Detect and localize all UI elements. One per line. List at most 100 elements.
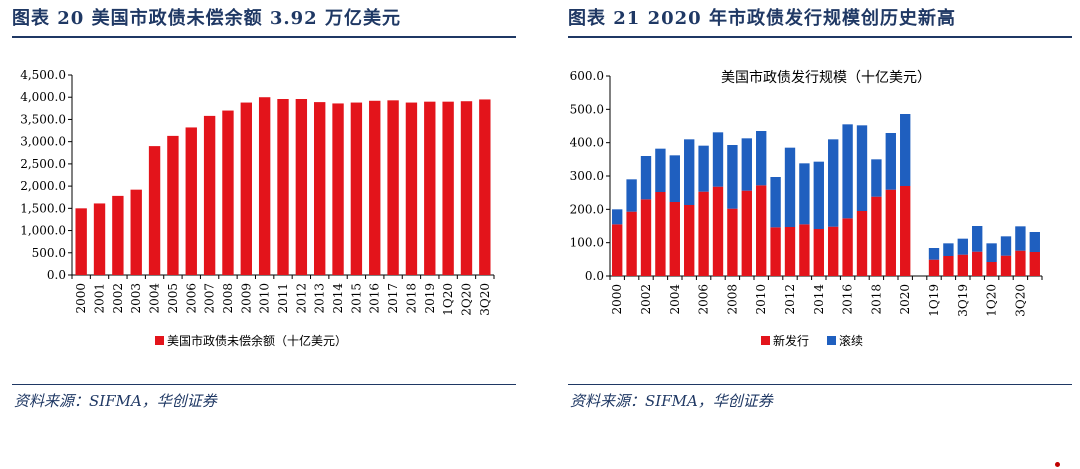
bar-a	[112, 195, 124, 275]
x-tick-label: 1Q20	[985, 284, 999, 317]
bar-a	[424, 101, 436, 275]
bar-b	[871, 159, 882, 197]
chart-panel-issuance: 图表 21 2020 年市政债发行规模创历史新高 0.0 100.0 200.0 30…	[556, 0, 1072, 469]
bar-a	[148, 146, 161, 275]
bar-a	[828, 226, 839, 276]
x-tick-label: 3Q19	[956, 284, 970, 317]
bar-a	[842, 218, 853, 276]
y-tick-label: 400.0	[570, 136, 604, 150]
y-tick-label: 500.0	[570, 102, 604, 116]
x-tick-label: 2Q20	[459, 283, 473, 316]
bar-a	[640, 199, 652, 276]
x-tick-label: 2004	[668, 284, 682, 315]
bar-a	[626, 211, 637, 276]
source-note: 资料来源：SIFMA，华创证券	[14, 392, 217, 410]
bar-a	[369, 100, 381, 276]
bar-b	[684, 139, 695, 205]
x-tick-label: 2012	[783, 284, 797, 315]
legend-label: 滚续	[839, 333, 863, 348]
bar-a	[799, 224, 810, 276]
bar-b	[1000, 236, 1012, 256]
x-tick-label: 2010	[258, 283, 272, 314]
legend-swatch	[761, 336, 770, 345]
bar-b	[813, 161, 824, 229]
x-tick-label: 2006	[184, 283, 198, 314]
title-divider	[12, 36, 516, 38]
x-tick-label: 2002	[111, 283, 125, 314]
bar-a	[387, 100, 399, 275]
bar-a	[1000, 255, 1012, 276]
y-tick-label: 2,000.0	[20, 179, 66, 193]
bar-b	[943, 243, 954, 256]
bar-a	[332, 103, 344, 275]
bar-b	[741, 138, 752, 191]
bar-b	[698, 145, 709, 192]
bar-b	[784, 147, 796, 227]
bar-a	[1015, 250, 1026, 276]
x-tick-label: 2002	[639, 284, 653, 315]
bar-b	[770, 177, 781, 228]
source-divider	[12, 384, 516, 385]
bar-a	[684, 205, 695, 276]
title-divider	[568, 36, 1072, 38]
x-tick-label: 2001	[93, 283, 107, 314]
y-tick-label: 600.0	[570, 69, 604, 83]
x-tick-label: 2019	[423, 283, 437, 314]
bar-b	[1015, 226, 1026, 251]
bar-a	[460, 101, 473, 275]
x-tick-label: 2014	[331, 283, 345, 314]
bar-a	[130, 189, 142, 275]
x-tick-label: 2008	[221, 283, 235, 314]
bar-b	[727, 145, 738, 209]
chart-inner-title: 美国市政债发行规模（十亿美元）	[721, 69, 931, 86]
bar-b	[655, 148, 666, 192]
bar-a	[986, 262, 997, 276]
bar-a	[756, 185, 767, 276]
bar-a	[712, 186, 724, 276]
x-tick-label: 2017	[386, 283, 400, 314]
chart-outstanding: 0.0 500.0 1,000.0 1,500.0 2,000.0 2,500.0 3,00…	[20, 68, 495, 348]
legend-swatch	[827, 336, 836, 345]
bar-a	[972, 251, 983, 276]
chart-issuance: 0.0 100.0 200.0 300.0 400.0 500.0 600.0 2000 200…	[570, 69, 1043, 348]
y-tick-label: 0.0	[585, 269, 604, 283]
bar-a	[928, 259, 940, 276]
x-tick-label: 1Q20	[441, 283, 455, 316]
y-tick-label: 300.0	[570, 169, 604, 183]
bar-b	[640, 156, 652, 200]
bar-a	[442, 101, 454, 275]
bar-a	[405, 102, 418, 275]
y-tick-label: 3,000.0	[20, 135, 66, 149]
bar-a	[1029, 252, 1040, 276]
bar-a	[295, 99, 308, 275]
x-tick-label: 2014	[812, 284, 826, 315]
bar-b	[626, 179, 637, 212]
x-tick-label: 2012	[294, 283, 308, 314]
x-tick-label: 2000	[610, 284, 624, 315]
y-tick-label: 4,000.0	[20, 90, 66, 104]
x-tick-label: 2020	[898, 284, 912, 315]
bar-b	[972, 226, 983, 252]
bar-a	[350, 102, 363, 275]
y-tick-label: 3,500.0	[20, 112, 66, 126]
bar-a	[240, 102, 252, 275]
x-tick-label: 2016	[368, 283, 382, 314]
x-tick-label: 2008	[725, 284, 739, 315]
bar-a	[698, 191, 709, 276]
page-corner-dot	[1055, 462, 1060, 467]
x-tick-label: 2005	[166, 283, 180, 314]
x-tick-label: 2009	[239, 283, 253, 314]
chart-title: 图表 21 2020 年市政债发行规模创历史新高	[568, 8, 956, 29]
y-tick-label: 4,500.0	[20, 68, 66, 82]
chart-panel-outstanding: 图表 20 美国市政债未偿余额 3.92 万亿美元 0.0 500.0 1,000.…	[0, 0, 516, 469]
bar-b	[669, 155, 680, 202]
bar-b	[957, 238, 968, 255]
legend-label: 美国市政债未偿余额（十亿美元）	[167, 333, 347, 348]
x-tick-label: 2018	[404, 283, 418, 314]
bar-a	[871, 196, 882, 276]
bar-a	[856, 211, 868, 276]
x-tick-label: 2013	[313, 283, 327, 314]
bar-a	[314, 102, 326, 275]
x-tick-label: 3Q20	[1013, 284, 1027, 317]
y-tick-label: 1,000.0	[20, 224, 66, 238]
